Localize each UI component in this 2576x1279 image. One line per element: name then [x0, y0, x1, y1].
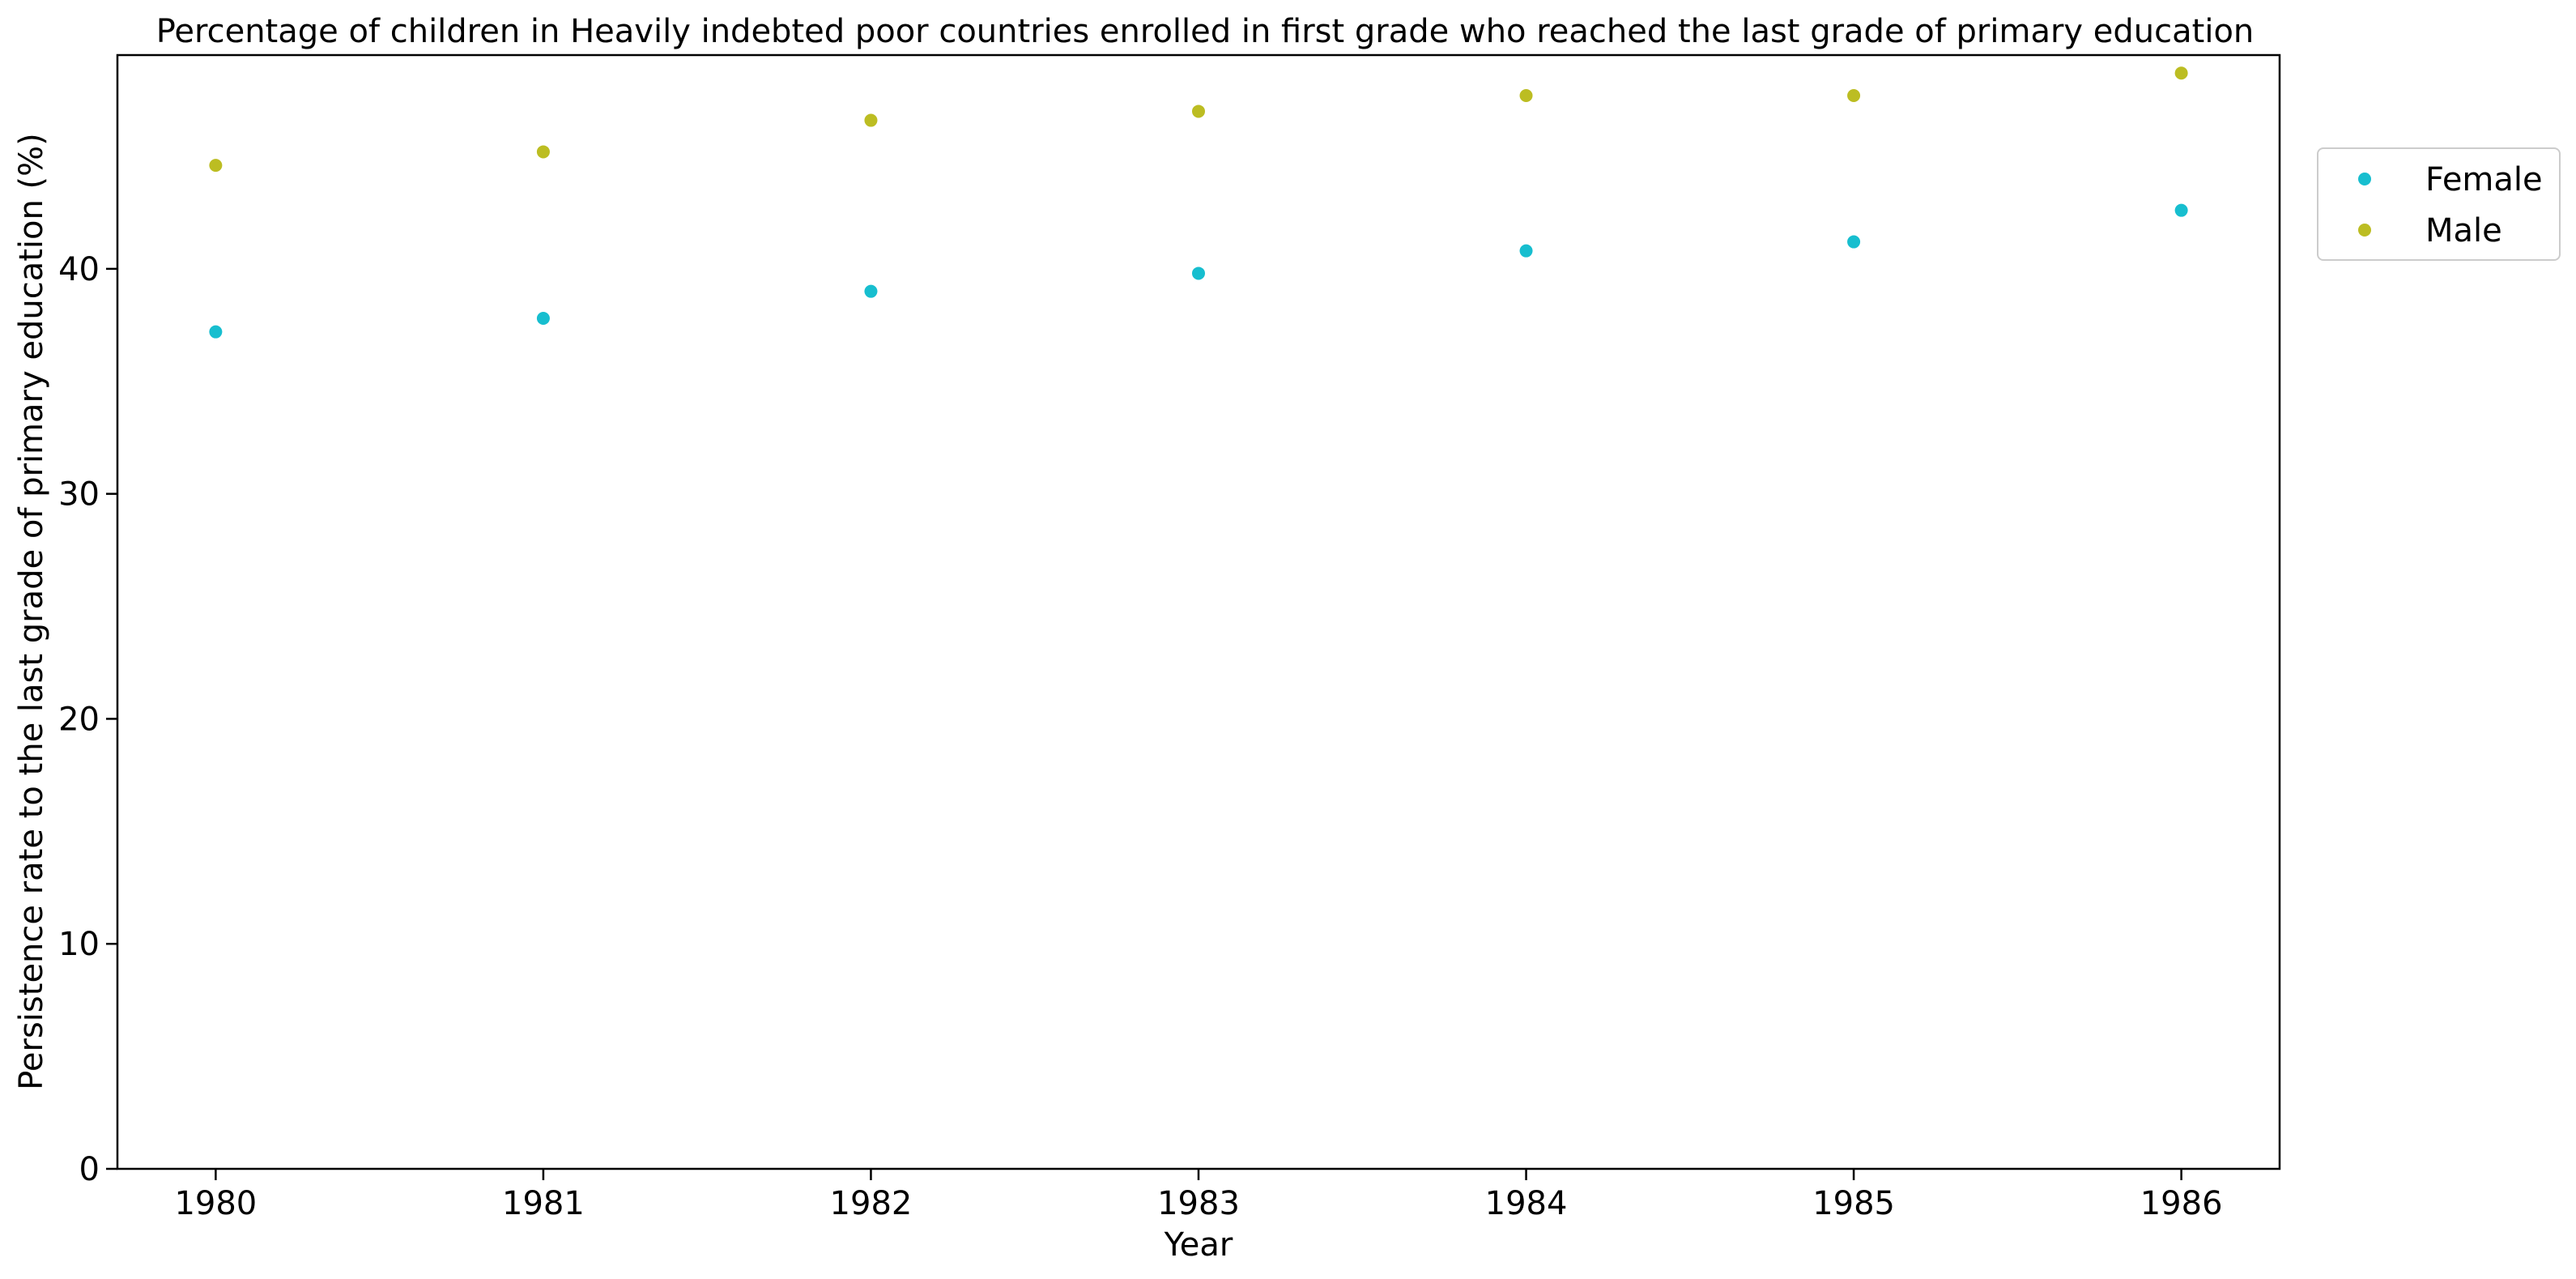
legend-box [2317, 147, 2561, 261]
x-tick-label: 1980 [174, 1185, 257, 1222]
female-point-1984 [1519, 244, 1533, 258]
male-point-1983 [1192, 104, 1205, 118]
legend-label-male: Male [2425, 212, 2502, 249]
y-tick-label: 40 [58, 251, 100, 288]
legend-label-female: Female [2425, 161, 2543, 198]
x-tick-label: 1984 [1485, 1185, 1568, 1222]
female-point-1983 [1192, 266, 1205, 280]
x-tick-label: 1985 [1812, 1185, 1895, 1222]
female-point-1980 [209, 325, 223, 339]
plot-area: 0 10 20 30 40 1980 1981 1982 1983 1984 1985 1986 [58, 53, 2281, 1222]
legend-marker-male [2358, 224, 2371, 237]
data-points [209, 66, 2188, 339]
y-axis: 0 10 20 30 40 [58, 251, 117, 1188]
x-tick-label: 1981 [502, 1185, 585, 1222]
female-point-1981 [536, 312, 550, 325]
y-tick-label: 10 [58, 926, 100, 963]
female-point-1986 [2174, 203, 2188, 217]
legend: Female Male [2317, 147, 2561, 261]
male-point-1986 [2174, 66, 2188, 80]
x-tick-label: 1986 [2140, 1185, 2223, 1222]
plot-frame [116, 53, 2281, 1170]
x-tick-label: 1982 [830, 1185, 913, 1222]
male-point-1981 [536, 145, 550, 159]
y-tick-label: 20 [58, 701, 100, 738]
x-axis-label: Year [1164, 1226, 1233, 1264]
male-point-1982 [864, 113, 878, 127]
female-point-1982 [864, 284, 878, 298]
x-tick-label: 1983 [1157, 1185, 1240, 1222]
legend-marker-female [2358, 173, 2371, 185]
x-axis: 1980 1981 1982 1983 1984 1985 1986 [174, 1169, 2223, 1222]
y-tick-label: 0 [79, 1151, 100, 1188]
y-tick-label: 30 [58, 476, 100, 514]
male-point-1980 [209, 159, 223, 173]
female-point-1985 [1847, 235, 1861, 249]
chart-title: Percentage of children in Heavily indebt… [156, 13, 2255, 50]
male-point-1984 [1519, 89, 1533, 102]
male-point-1985 [1847, 89, 1861, 102]
y-axis-label: Persistence rate to the last grade of pr… [13, 133, 50, 1090]
